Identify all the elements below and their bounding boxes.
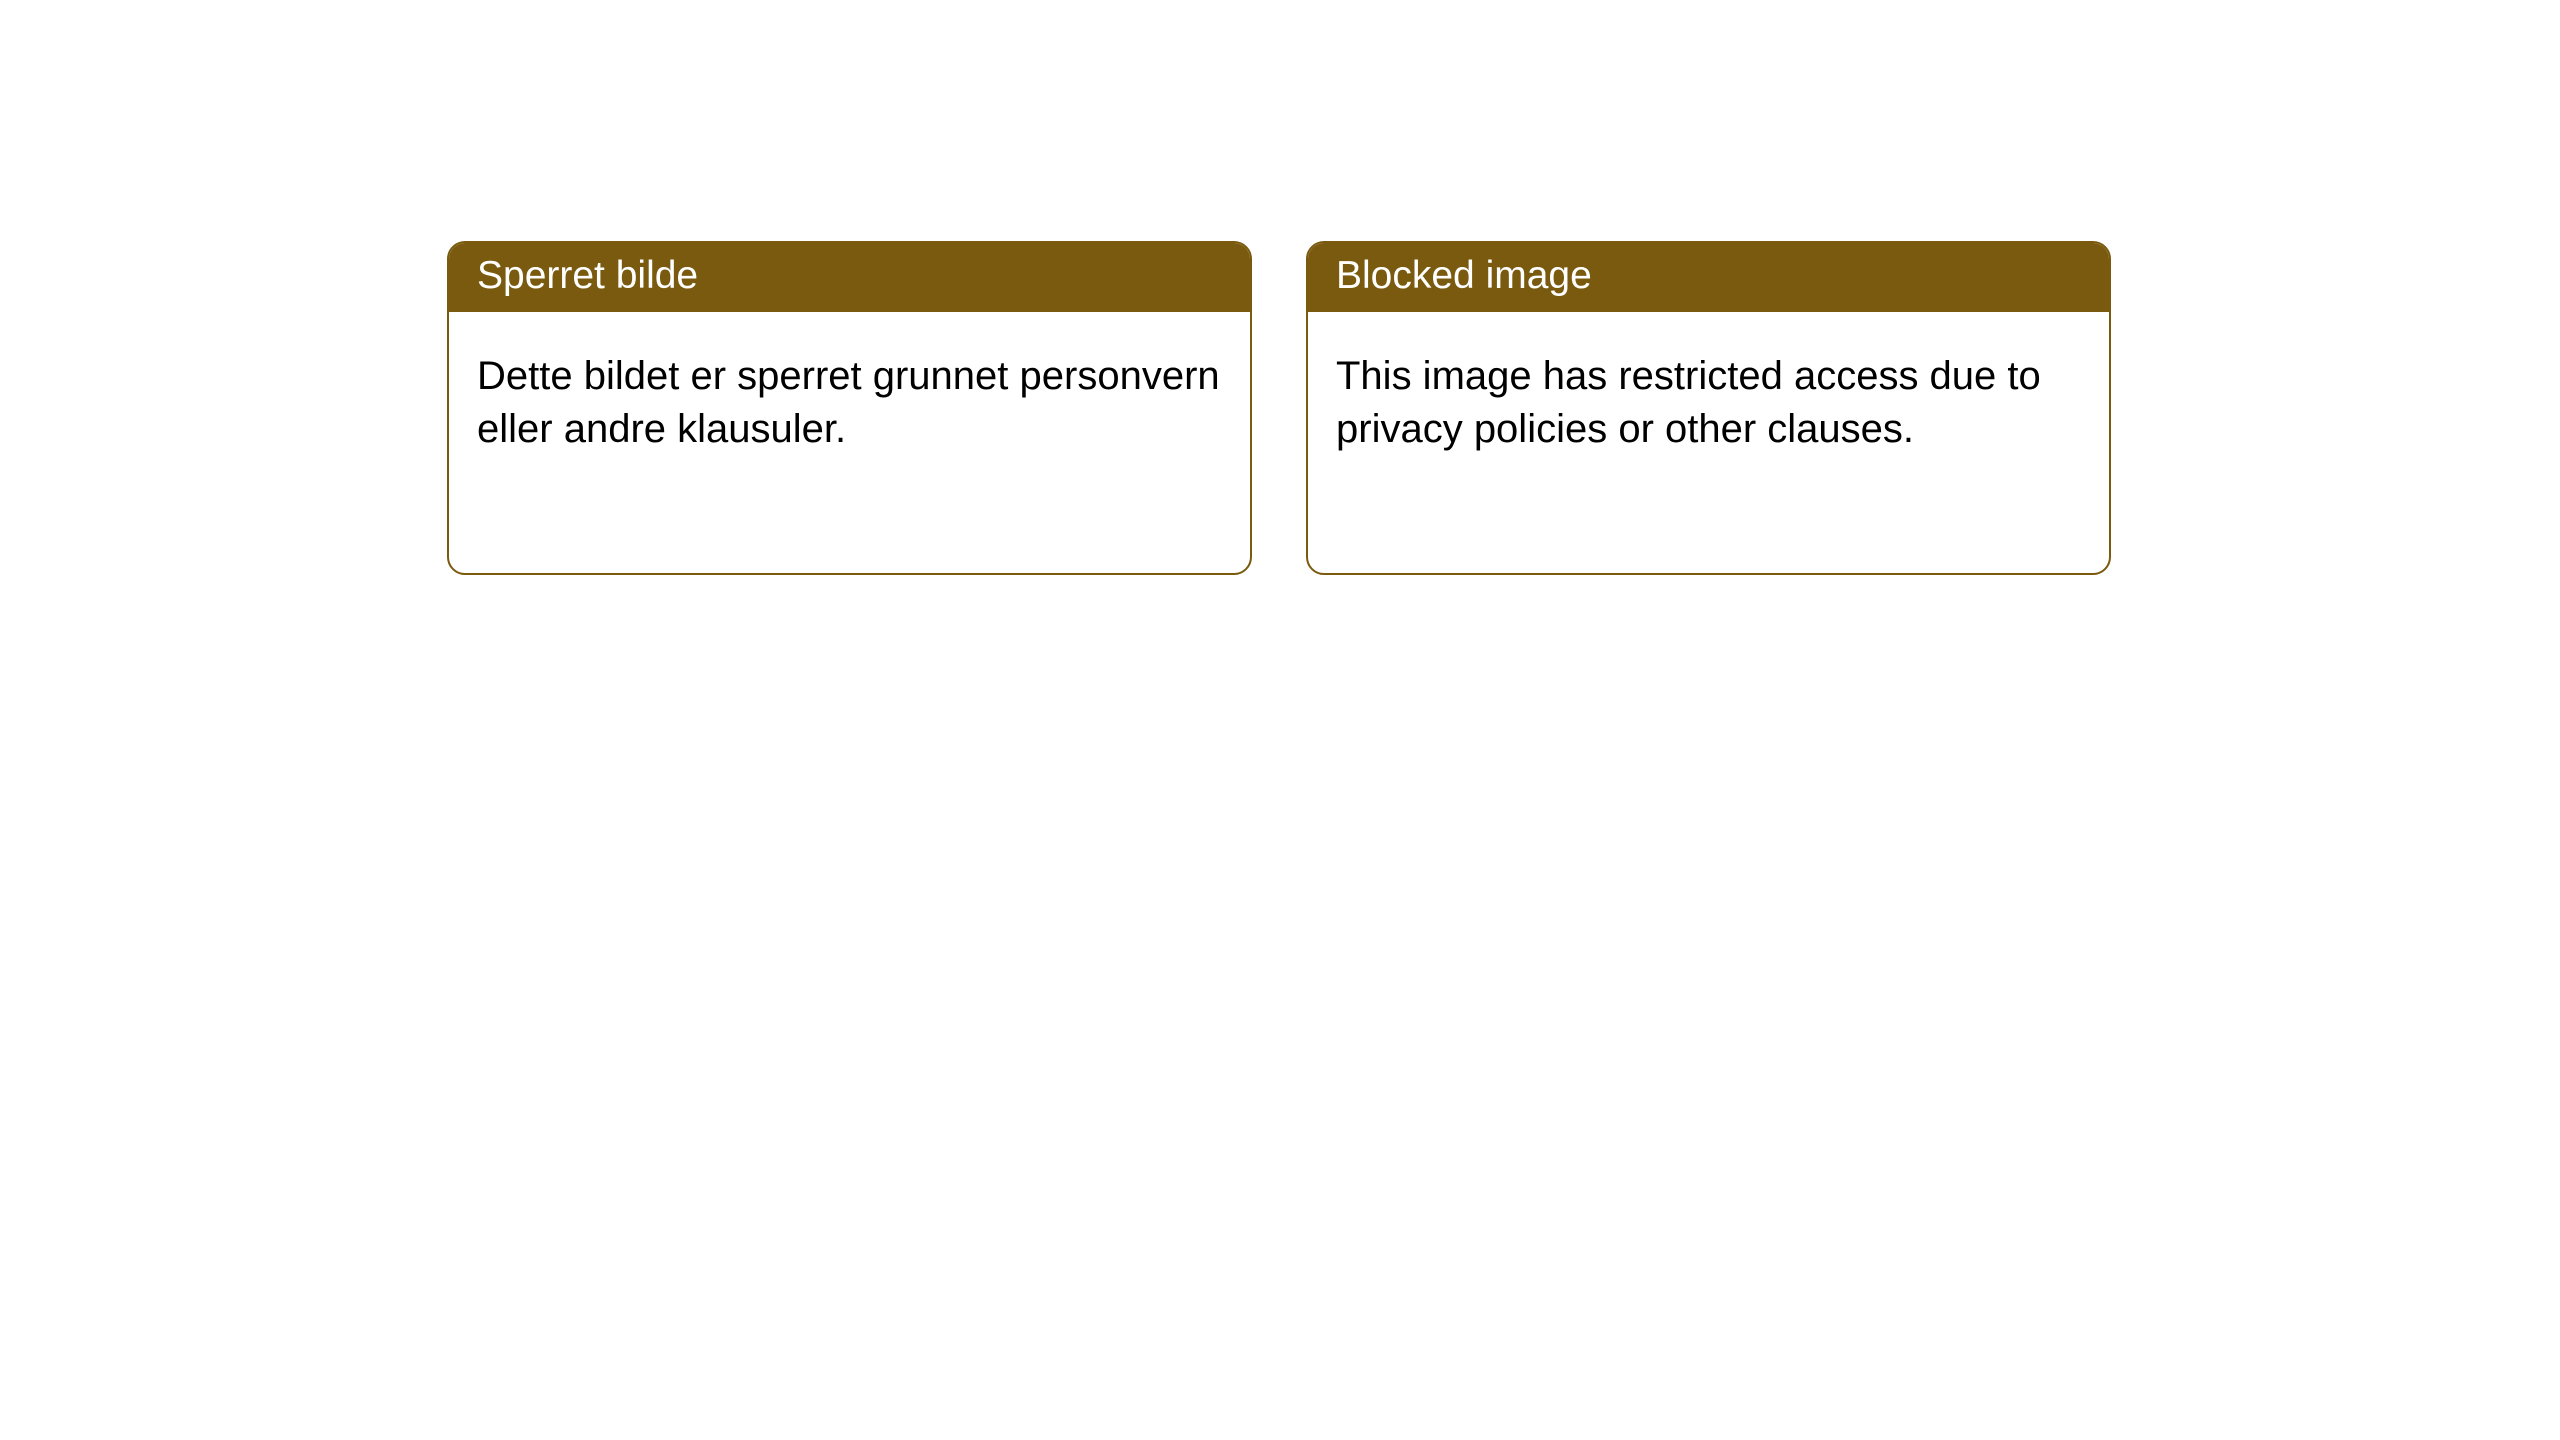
card-title-english: Blocked image <box>1336 254 1592 297</box>
card-message-english: This image has restricted access due to … <box>1336 354 2041 451</box>
card-header-norwegian: Sperret bilde <box>449 243 1250 312</box>
card-title-norwegian: Sperret bilde <box>477 254 698 297</box>
card-header-english: Blocked image <box>1308 243 2109 312</box>
blocked-image-card-english: Blocked image This image has restricted … <box>1306 241 2111 575</box>
card-body-english: This image has restricted access due to … <box>1308 312 2109 484</box>
blocked-image-card-norwegian: Sperret bilde Dette bildet er sperret gr… <box>447 241 1252 575</box>
card-container: Sperret bilde Dette bildet er sperret gr… <box>0 0 2560 575</box>
card-message-norwegian: Dette bildet er sperret grunnet personve… <box>477 354 1220 451</box>
card-body-norwegian: Dette bildet er sperret grunnet personve… <box>449 312 1250 484</box>
